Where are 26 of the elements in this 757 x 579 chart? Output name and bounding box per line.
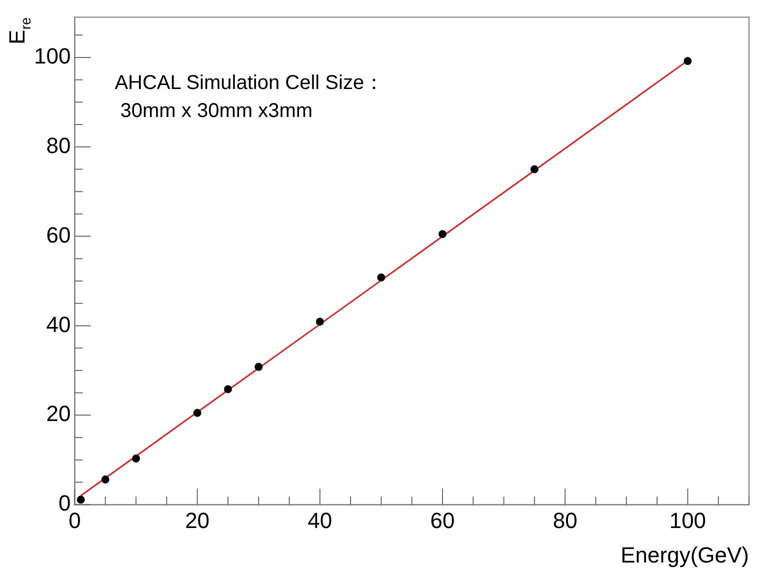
- point: [254, 362, 263, 371]
- y-tick-label: 40: [46, 312, 71, 337]
- y-tick-label: 100: [34, 44, 71, 69]
- point: [684, 57, 692, 66]
- point: [101, 476, 110, 484]
- y-tick-label: 20: [46, 401, 71, 426]
- y-tick-label: 80: [46, 132, 71, 158]
- point: [316, 318, 324, 326]
- x-tick-label: 20: [185, 508, 210, 533]
- y-tick-label: 0: [58, 490, 71, 516]
- point: [224, 385, 232, 394]
- point: [438, 230, 447, 238]
- point: [377, 273, 386, 282]
- y-tick-label: 60: [46, 222, 71, 248]
- point: [193, 408, 202, 417]
- y-axis-title: Ere: [4, 16, 34, 44]
- point: [76, 496, 85, 504]
- x-tick-label: 80: [552, 508, 578, 533]
- annotation: 30mm x 30mm x3mm: [114, 100, 313, 122]
- x-tick-label: 100: [669, 508, 706, 533]
- point: [530, 165, 538, 174]
- x-tick-label: 40: [308, 508, 332, 533]
- point: [132, 454, 140, 463]
- x-axis-title: Energy(GeV): [620, 542, 749, 568]
- x-tick-label: 60: [430, 508, 455, 533]
- annotation: AHCAL Simulation Cell Size：: [114, 72, 384, 94]
